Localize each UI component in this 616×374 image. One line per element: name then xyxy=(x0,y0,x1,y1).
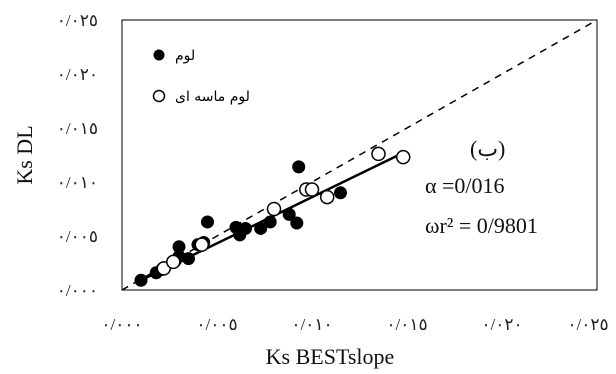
sandy-loam-point xyxy=(166,254,181,270)
sandy-loam-point xyxy=(395,149,411,165)
legend-marker-sandy-loam xyxy=(152,89,166,103)
r2-annotation: ωr² = 0/9801 xyxy=(425,213,538,238)
legend-label-sandy-loam: لوم ماسه ای xyxy=(175,89,250,105)
plot-area xyxy=(121,19,598,291)
loam-point xyxy=(201,215,214,229)
y-tick-label: ٠/٠٢٥ xyxy=(57,11,98,30)
x-axis-title: Ks BESTslope xyxy=(266,344,395,369)
x-tick-label: ٠/٠٢٥ xyxy=(567,315,608,334)
x-axis-ticks: ٠/٠٠٠ ٠/٠٠٥ ٠/٠١٠ ٠/٠١٥ ٠/٠٢٠ ٠/٠٢٥ xyxy=(101,315,608,334)
data-points xyxy=(134,146,411,287)
x-tick-label: ٠/٠١٠ xyxy=(291,315,332,334)
y-tick-label: ٠/٠٠٠ xyxy=(57,281,98,300)
x-tick-label: ٠/٠٠٥ xyxy=(196,315,237,334)
y-axis-ticks: ٠/٠٠٠ ٠/٠٠٥ ٠/٠١٠ ٠/٠١٥ ٠/٠٢٠ ٠/٠٢٥ xyxy=(57,11,98,300)
legend-label-loam: لوم xyxy=(175,48,195,64)
y-tick-label: ٠/٠٠٥ xyxy=(57,227,98,246)
loam-point xyxy=(292,160,306,174)
loam-point xyxy=(282,207,296,221)
sandy-loam-point xyxy=(304,182,320,197)
loam-point xyxy=(334,186,347,200)
legend: لوم لوم ماسه ای xyxy=(152,48,250,105)
x-tick-label: ٠/٠٢٠ xyxy=(481,315,522,334)
y-tick-label: ٠/٠١٠ xyxy=(57,173,98,192)
x-tick-label: ٠/٠٠٠ xyxy=(101,315,142,334)
loam-point xyxy=(290,216,304,230)
alpha-annotation: α =0/016 xyxy=(425,173,505,198)
panel-label: (ب) xyxy=(470,136,505,161)
legend-marker-loam xyxy=(153,49,165,61)
sandy-loam-point xyxy=(319,189,335,205)
sandy-loam-point xyxy=(266,201,282,217)
loam-point xyxy=(254,221,268,235)
loam-point xyxy=(134,273,148,287)
y-axis-title: Ks DL xyxy=(12,125,37,184)
loam-point xyxy=(239,221,252,235)
x-tick-label: ٠/٠١٥ xyxy=(386,315,427,334)
loam-point xyxy=(182,252,195,266)
loam-point xyxy=(172,240,186,254)
sandy-loam-point xyxy=(194,237,210,252)
y-tick-label: ٠/٠٢٠ xyxy=(57,65,98,84)
loam-point xyxy=(263,215,277,229)
sandy-loam-point xyxy=(371,146,386,162)
y-tick-label: ٠/٠١٥ xyxy=(57,119,98,138)
